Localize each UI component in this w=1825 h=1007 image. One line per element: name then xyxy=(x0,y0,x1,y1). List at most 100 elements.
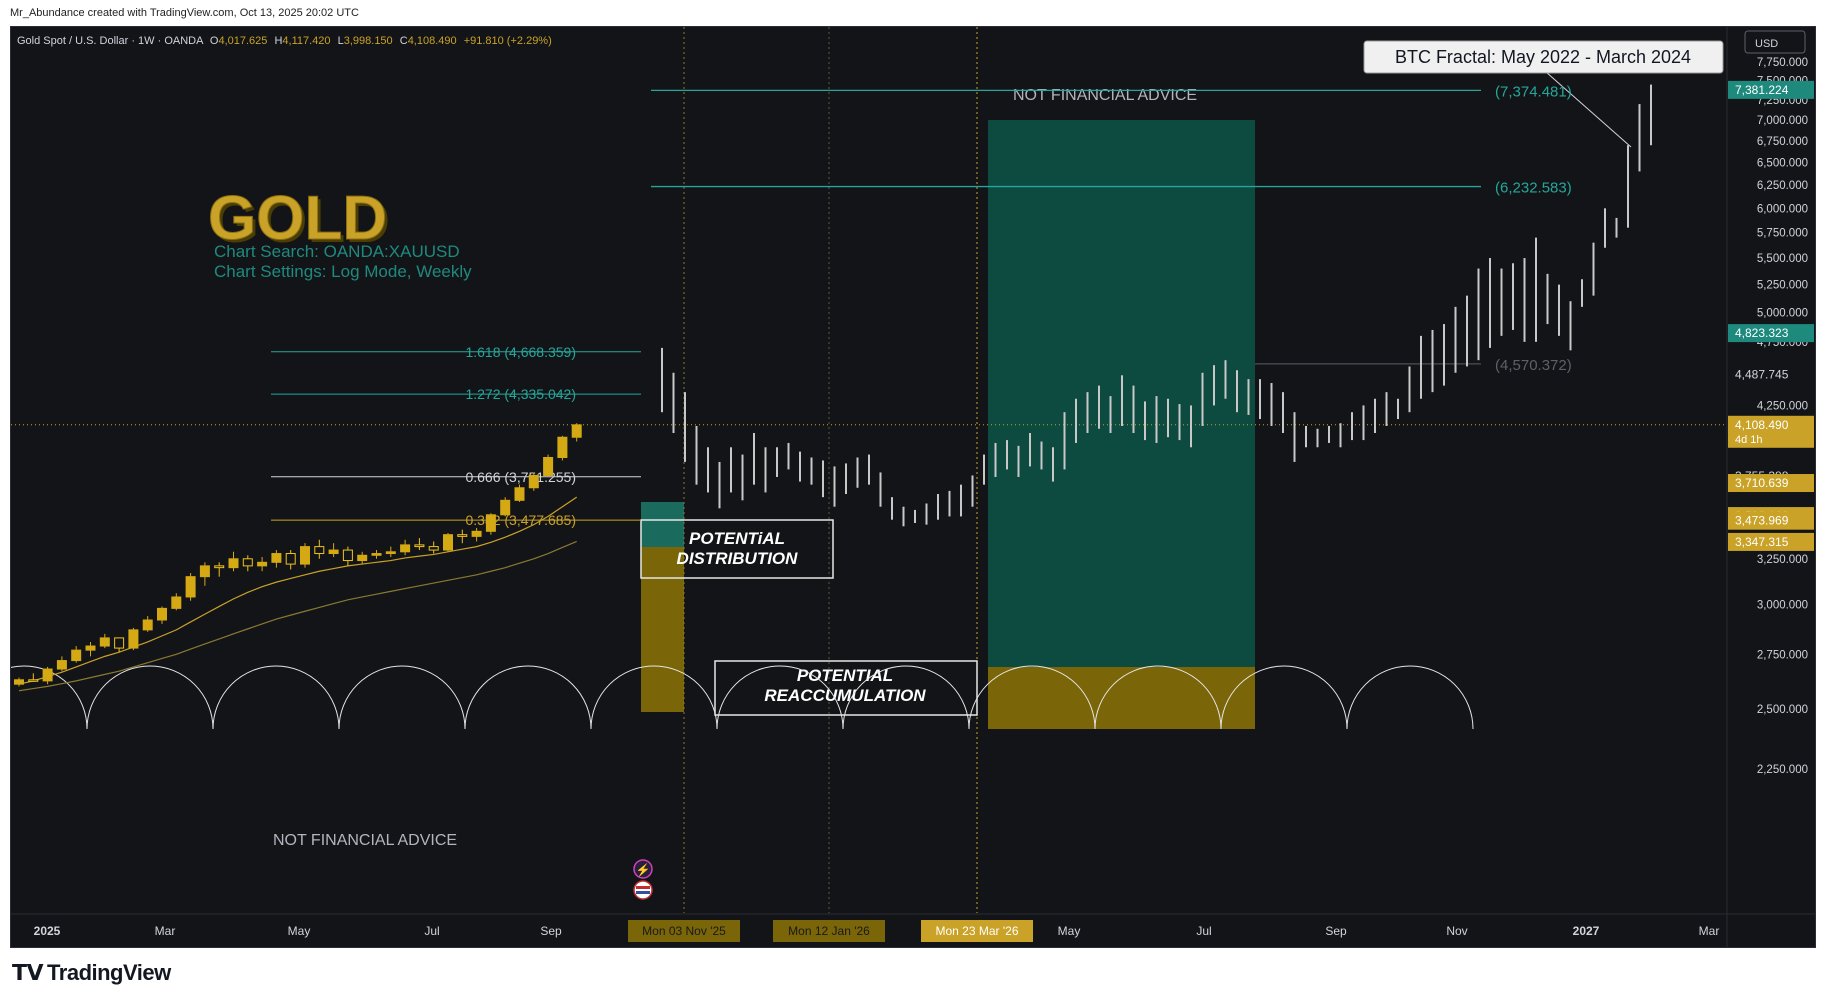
fib-label: 0.666 (3,751.255) xyxy=(465,469,576,485)
price-badge xyxy=(1728,365,1814,384)
price-badge xyxy=(1728,415,1814,448)
price-badge-label: 4,823.323 xyxy=(1735,326,1789,340)
y-tick-label: 6,000.000 xyxy=(1757,203,1808,215)
y-tick-label: 6,250.000 xyxy=(1757,180,1808,192)
date-marker-label: Mon 03 Nov '25 xyxy=(642,924,726,938)
fib-label: 0.382 (3,477.685) xyxy=(465,512,576,528)
cycle-arc xyxy=(86,665,214,730)
cycle-arc xyxy=(1220,665,1348,730)
candle-body xyxy=(242,558,253,567)
cycle-arc xyxy=(590,665,718,730)
candle-body xyxy=(128,629,139,649)
x-tick-label: Mar xyxy=(1699,924,1720,938)
fib-label: 1.618 (4,668.359) xyxy=(465,344,576,360)
target-label: (7,374.481) xyxy=(1495,83,1572,100)
x-tick-label: 2025 xyxy=(34,924,61,938)
x-tick-label: 2027 xyxy=(1573,924,1600,938)
candle-body xyxy=(357,554,368,562)
candle-body xyxy=(228,558,239,569)
cycle-arc xyxy=(1346,665,1474,730)
y-tick-label: 5,500.000 xyxy=(1757,253,1808,265)
date-marker-label: Mon 12 Jan '26 xyxy=(788,924,870,938)
candle-body xyxy=(199,565,210,578)
price-badges: 7,381.224 4,823.323 4,487.745 4,108.490 4d 1… xyxy=(1728,80,1814,551)
candle-body xyxy=(571,424,582,438)
event-earnings-icon[interactable] xyxy=(633,859,653,879)
target-levels: (7,374.481) (6,232.583) (4,570.372) xyxy=(651,83,1572,374)
chart-credit: Mr_Abundance created with TradingView.co… xyxy=(10,7,359,19)
gold-candles xyxy=(14,423,582,687)
cycle-arc xyxy=(0,665,88,730)
currency-button[interactable] xyxy=(1744,30,1806,54)
price-badge xyxy=(1728,80,1814,99)
candle-body xyxy=(257,561,268,567)
candle-body xyxy=(214,565,225,569)
y-tick-label: 5,000.000 xyxy=(1757,308,1808,320)
us-flag-stripe xyxy=(636,891,650,894)
chart-settings-note: Chart Settings: Log Mode, Weekly xyxy=(214,262,472,281)
candle-body xyxy=(528,474,539,489)
candle-body xyxy=(300,546,310,565)
y-tick-label: 7,750.000 xyxy=(1757,57,1808,69)
y-tick-label: 4,250.000 xyxy=(1757,400,1808,412)
candle-body xyxy=(500,499,511,516)
btc-fractal-box[interactable] xyxy=(1363,40,1724,74)
distribution-box xyxy=(640,519,834,579)
candle-body xyxy=(400,544,411,553)
reaccumulation-box xyxy=(714,660,978,716)
candle-body xyxy=(42,668,53,682)
target-label: (4,570.372) xyxy=(1495,357,1572,374)
btc-fractal-label: BTC Fractal: May 2022 - March 2024 xyxy=(1395,47,1691,67)
x-tick-label: May xyxy=(1058,924,1081,938)
price-badge-label: 4,108.490 xyxy=(1735,418,1789,432)
us-flag-icon[interactable] xyxy=(633,880,653,900)
candle-body xyxy=(71,649,82,662)
date-marker-badge xyxy=(628,920,740,942)
nfa-top: NOT FINANCIAL ADVICE xyxy=(1013,87,1197,104)
ma-fast-line xyxy=(18,496,578,685)
candle-body xyxy=(457,534,468,537)
candle-body xyxy=(371,553,382,556)
tradingview-logo[interactable]: 𝗧𝗩 TradingView xyxy=(12,960,171,986)
x-tick-label: Nov xyxy=(1446,924,1467,938)
chart-panel[interactable]: Gold Spot / U.S. Dollar · 1W · OANDA O4,… xyxy=(0,26,1816,948)
ma-slow-line xyxy=(18,540,577,692)
price-badge xyxy=(1728,511,1814,530)
btc-projection-bars xyxy=(661,84,1652,527)
moving-averages xyxy=(18,496,578,692)
cycle-arc xyxy=(968,665,1096,730)
price-badge xyxy=(1728,324,1814,343)
reaccumulation-label-1: POTENTIAL xyxy=(797,666,893,685)
y-tick-label: 5,750.000 xyxy=(1757,228,1808,240)
lightning-icon: ⚡ xyxy=(636,863,651,877)
y-tick-label: 7,000.000 xyxy=(1757,115,1808,127)
symbol-name: Gold Spot / U.S. Dollar · 1W · OANDA xyxy=(17,35,204,47)
candle-body xyxy=(543,457,554,476)
cycle-arc xyxy=(338,665,466,730)
price-badge-label: 3,710.639 xyxy=(1735,476,1789,490)
x-axis[interactable]: 2025MarMayJulSepNovJanMarMayJulSepNov202… xyxy=(34,920,1720,942)
candle-body xyxy=(85,645,96,651)
y-tick-label: 3,000.000 xyxy=(1757,600,1808,612)
candle-body xyxy=(14,679,24,685)
candle-body xyxy=(443,534,453,551)
candle-body xyxy=(314,546,325,555)
x-tick-label: Jul xyxy=(1196,924,1211,938)
candle-body xyxy=(514,487,525,501)
gold-title-shadow: GOLD xyxy=(211,187,390,256)
gold-title: GOLD xyxy=(208,184,387,253)
cycle-arc xyxy=(212,665,340,730)
candle-body xyxy=(142,619,153,631)
candle-body xyxy=(328,549,339,555)
y-tick-label: 5,250.000 xyxy=(1757,280,1808,292)
distribution-zone-top xyxy=(641,502,684,547)
y-tick-label: 6,750.000 xyxy=(1757,136,1808,148)
candle-body xyxy=(114,637,125,649)
reaccumulation-label-2: REACCUMULATION xyxy=(764,686,926,705)
reaccumulation-zone xyxy=(988,667,1255,729)
nfa-bottom: NOT FINANCIAL ADVICE xyxy=(273,832,457,849)
currency-label: USD xyxy=(1755,38,1778,50)
price-chart[interactable]: Gold Spot / U.S. Dollar · 1W · OANDA O4,… xyxy=(0,27,1815,947)
distribution-label-1: POTENTiAL xyxy=(689,529,785,548)
candle-body xyxy=(385,551,396,555)
